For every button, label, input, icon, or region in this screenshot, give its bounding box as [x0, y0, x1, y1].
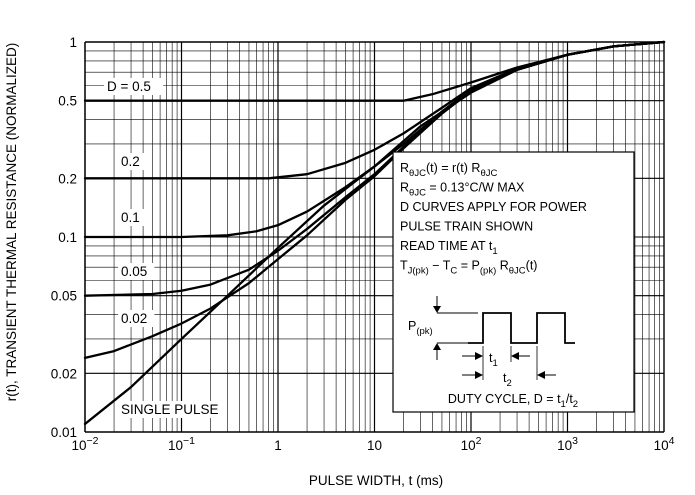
curve-label-bg: [118, 263, 155, 280]
x-tick-label: 102: [461, 435, 482, 453]
t2-arrow-right-head: [537, 371, 545, 379]
annotation-line: PULSE TRAIN SHOWN: [400, 220, 533, 234]
annotation-line: READ TIME AT t1: [400, 239, 498, 257]
x-tick-label: 10−2: [71, 435, 98, 453]
curve-label: D = 0.5: [107, 79, 151, 94]
curve-label: 0.1: [121, 210, 140, 225]
x-tick-label: 103: [557, 435, 578, 453]
curve-label-bg: [104, 78, 164, 95]
y-axis-label: r(t), TRANSIENT THERMAL RESISTANCE (NORM…: [4, 43, 19, 402]
annotation-line: RθJC = 0.13°C/W MAX: [400, 181, 525, 199]
annotation-line: D CURVES APPLY FOR POWER: [400, 200, 587, 214]
pulse-train-waveform: [468, 312, 575, 344]
y-tick-label: 0.05: [51, 289, 77, 304]
curve-label-bg: [118, 153, 147, 170]
y-tick-label: 1: [69, 35, 77, 50]
t1-arrow-right-head: [511, 352, 519, 360]
curve-label-bg: [118, 310, 155, 327]
t1-arrow-left-head: [475, 352, 483, 360]
y-tick-label: 0.5: [58, 94, 77, 109]
y-tick-label: 0.2: [58, 171, 77, 186]
t2-arrow-left-head: [475, 371, 483, 379]
curve-labels: D = 0.5 0.2 0.1 0.05 0.02 SINGLE PULSE: [104, 78, 219, 418]
x-axis-label: PULSE WIDTH, t (ms): [309, 473, 443, 488]
curves: [83, 40, 666, 426]
y-tick-labels: 0.01 0.02 0.05 0.1 0.2 0.5 1: [51, 35, 77, 440]
curve-label-bg: [118, 209, 147, 226]
x-tick-label: 10: [367, 438, 382, 453]
annotation-line: RθJC(t) = r(t) RθJC: [400, 161, 497, 179]
annotation-box: RθJC(t) = r(t) RθJC RθJC = 0.13°C/W MAXD …: [392, 151, 635, 413]
pulse-train-inset: P(pk) t1 t2 DUTY CYCLE, D = t1/t2: [408, 296, 578, 410]
power-arrow-up-head: [433, 343, 441, 350]
curve-label: 0.2: [121, 154, 140, 169]
x-tick-labels: 10−2 10−1 1 10 102 103 104: [71, 435, 674, 453]
annotation-line: TJ(pk) − TC = P(pk) RθJC(t): [400, 259, 537, 277]
curve-label: 0.02: [121, 311, 147, 326]
power-arrow-down-head: [433, 306, 441, 313]
x-tick-label: 1: [274, 438, 282, 453]
x-tick-label: 10−1: [168, 435, 195, 453]
annotation-text: RθJC(t) = r(t) RθJC RθJC = 0.13°C/W MAXD …: [400, 161, 587, 277]
y-tick-label: 0.1: [58, 230, 77, 245]
curve-label: SINGLE PULSE: [121, 402, 219, 417]
power-label: P(pk): [408, 319, 433, 337]
curve-line: [83, 40, 666, 426]
duty-cycle-label: DUTY CYCLE, D = t1/t2: [448, 392, 578, 410]
t1-label: t1: [489, 351, 498, 369]
y-tick-label: 0.01: [51, 425, 77, 440]
t2-label: t2: [503, 371, 512, 389]
curve-label-bg: [118, 401, 216, 418]
curve-label: 0.05: [121, 264, 147, 279]
y-tick-label: 0.02: [51, 366, 77, 381]
x-tick-label: 104: [654, 435, 675, 453]
